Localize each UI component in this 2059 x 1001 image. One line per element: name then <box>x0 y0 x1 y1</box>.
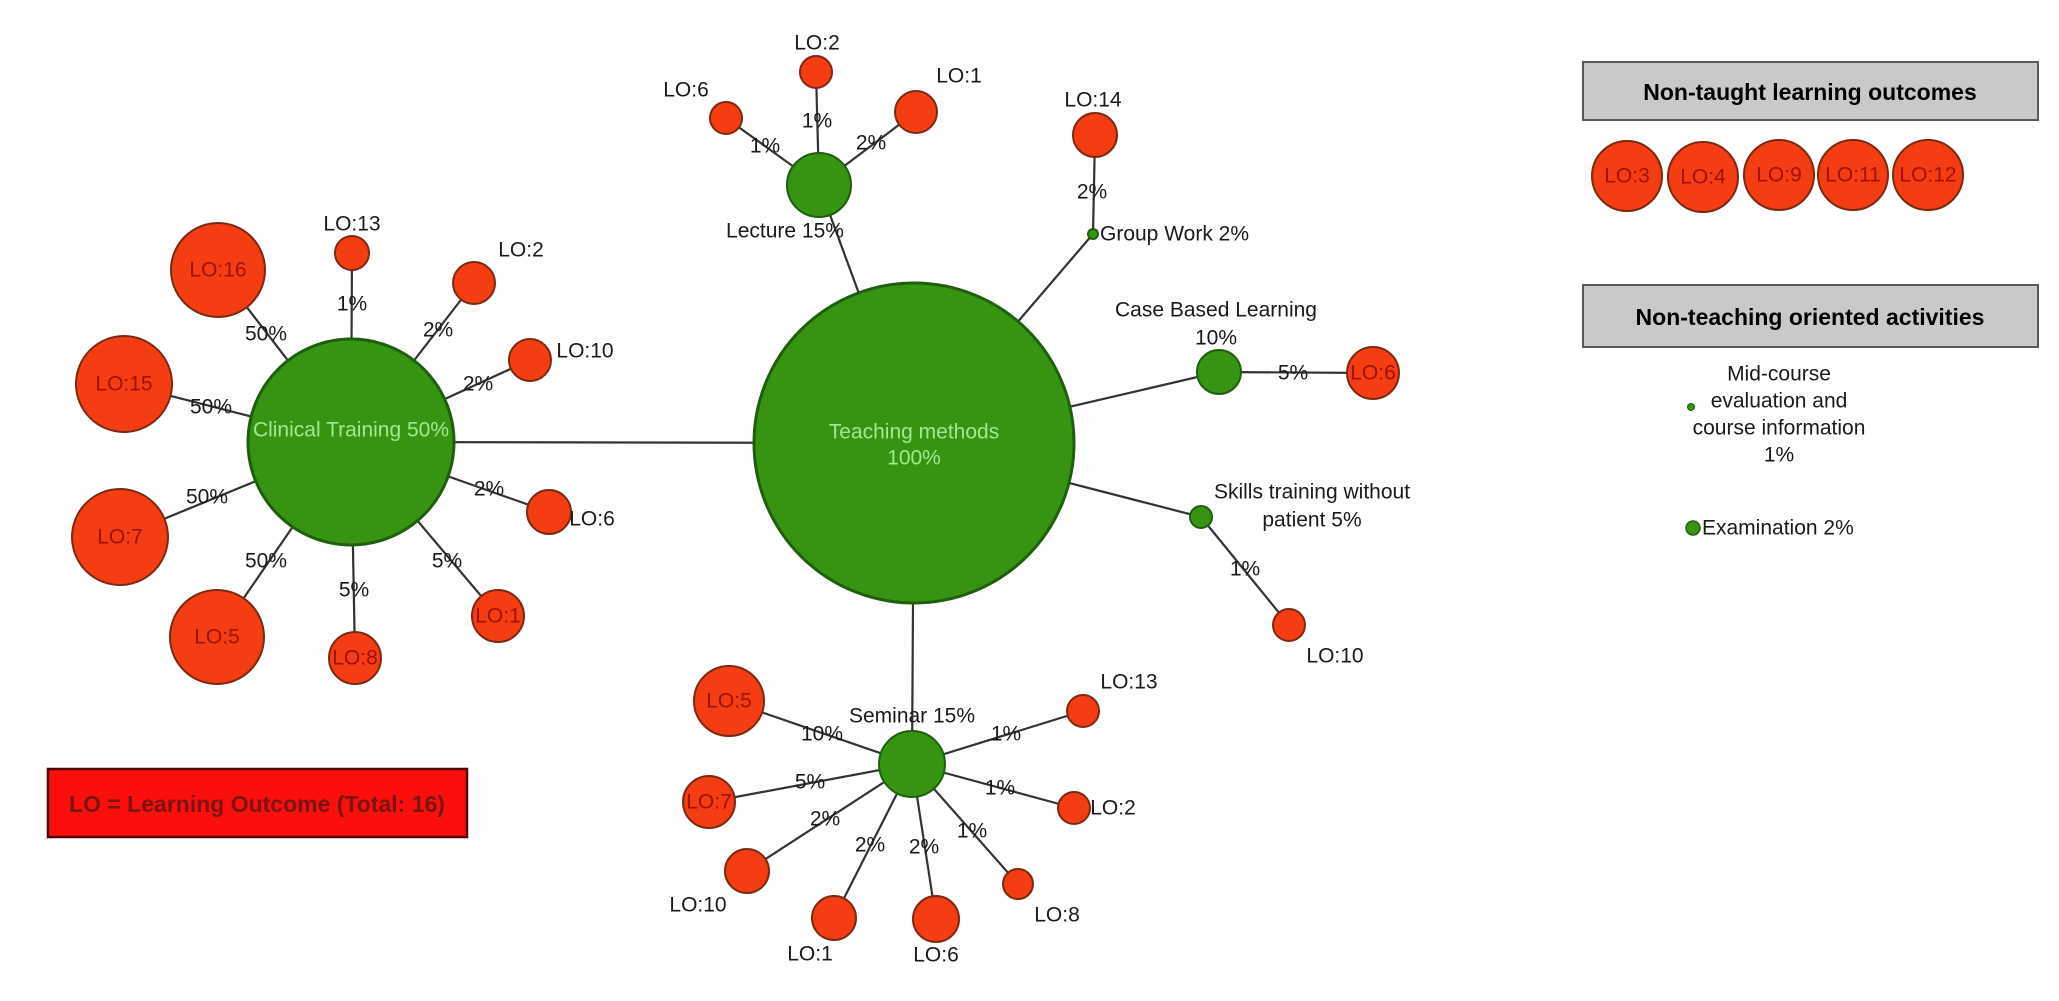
svg-text:1%: 1% <box>991 723 1021 746</box>
svg-text:LO:2: LO:2 <box>498 239 544 262</box>
svg-text:Group Work 2%: Group Work 2% <box>1100 223 1249 246</box>
svg-text:LO:7: LO:7 <box>97 526 143 549</box>
svg-text:1%: 1% <box>750 135 780 158</box>
svg-text:50%: 50% <box>190 396 232 419</box>
svg-text:LO:5: LO:5 <box>194 626 240 649</box>
svg-text:Examination 2%: Examination 2% <box>1702 517 1854 540</box>
svg-text:2%: 2% <box>855 834 885 857</box>
svg-text:LO:2: LO:2 <box>794 32 840 55</box>
svg-text:Seminar 15%: Seminar 15% <box>849 705 975 728</box>
svg-text:10%: 10% <box>801 723 843 746</box>
svg-text:50%: 50% <box>245 323 287 346</box>
svg-text:LO:15: LO:15 <box>95 373 152 396</box>
svg-text:1%: 1% <box>1764 444 1794 467</box>
svg-text:2%: 2% <box>856 132 886 155</box>
svg-text:LO:6: LO:6 <box>569 508 615 531</box>
svg-text:LO = Learning Outcome (Total:: LO = Learning Outcome (Total: 16) <box>69 791 445 817</box>
svg-text:Non-teaching oriented activiti: Non-teaching oriented activities <box>1636 304 1985 330</box>
svg-text:1%: 1% <box>985 777 1015 800</box>
svg-text:Non-taught learning outcomes: Non-taught learning outcomes <box>1643 79 1977 105</box>
svg-text:2%: 2% <box>463 373 493 396</box>
svg-text:Teaching methods: Teaching methods <box>829 421 999 444</box>
svg-text:Case Based Learning: Case Based Learning <box>1115 299 1317 322</box>
svg-text:LO:10: LO:10 <box>556 340 613 363</box>
svg-text:1%: 1% <box>1230 558 1260 581</box>
svg-text:1%: 1% <box>802 110 832 133</box>
svg-text:LO:4: LO:4 <box>1680 166 1726 189</box>
svg-text:LO:10: LO:10 <box>1306 645 1363 668</box>
svg-text:patient 5%: patient 5% <box>1262 509 1361 532</box>
svg-text:LO:13: LO:13 <box>323 213 380 236</box>
svg-text:2%: 2% <box>1077 181 1107 204</box>
svg-text:LO:10: LO:10 <box>669 894 726 917</box>
svg-text:5%: 5% <box>432 550 462 573</box>
svg-text:1%: 1% <box>337 293 367 316</box>
svg-text:LO:1: LO:1 <box>787 943 833 966</box>
svg-text:50%: 50% <box>186 486 228 509</box>
svg-text:LO:7: LO:7 <box>686 791 732 814</box>
svg-text:LO:1: LO:1 <box>936 65 982 88</box>
svg-text:evaluation and: evaluation and <box>1711 390 1848 413</box>
svg-text:LO:3: LO:3 <box>1604 165 1650 188</box>
svg-text:1%: 1% <box>957 820 987 843</box>
svg-text:LO:8: LO:8 <box>332 647 378 670</box>
svg-text:100%: 100% <box>887 447 941 470</box>
svg-text:5%: 5% <box>1278 362 1308 385</box>
svg-text:LO:12: LO:12 <box>1899 164 1956 187</box>
svg-text:LO:16: LO:16 <box>189 259 246 282</box>
svg-text:LO:8: LO:8 <box>1034 904 1080 927</box>
svg-text:LO:6: LO:6 <box>913 944 959 967</box>
svg-text:2%: 2% <box>909 836 939 859</box>
svg-text:LO:6: LO:6 <box>663 79 709 102</box>
svg-text:LO:1: LO:1 <box>475 605 521 628</box>
svg-text:LO:5: LO:5 <box>706 690 752 713</box>
svg-text:2%: 2% <box>810 808 840 831</box>
svg-text:Lecture 15%: Lecture 15% <box>726 220 844 243</box>
svg-text:5%: 5% <box>339 579 369 602</box>
svg-text:10%: 10% <box>1195 327 1237 350</box>
svg-text:50%: 50% <box>245 550 287 573</box>
svg-text:Skills training without: Skills training without <box>1214 481 1410 504</box>
svg-text:LO:13: LO:13 <box>1100 671 1157 694</box>
svg-text:LO:9: LO:9 <box>1756 164 1802 187</box>
svg-text:LO:6: LO:6 <box>1350 362 1396 385</box>
svg-text:5%: 5% <box>795 771 825 794</box>
svg-text:2%: 2% <box>423 319 453 342</box>
svg-text:2%: 2% <box>474 478 504 501</box>
svg-text:LO:11: LO:11 <box>1825 164 1881 187</box>
svg-text:Mid-course: Mid-course <box>1727 363 1831 386</box>
svg-text:LO:2: LO:2 <box>1090 797 1136 820</box>
svg-text:Clinical Training 50%: Clinical Training 50% <box>253 419 449 442</box>
svg-text:LO:14: LO:14 <box>1064 89 1122 112</box>
svg-text:course information: course information <box>1693 417 1866 440</box>
